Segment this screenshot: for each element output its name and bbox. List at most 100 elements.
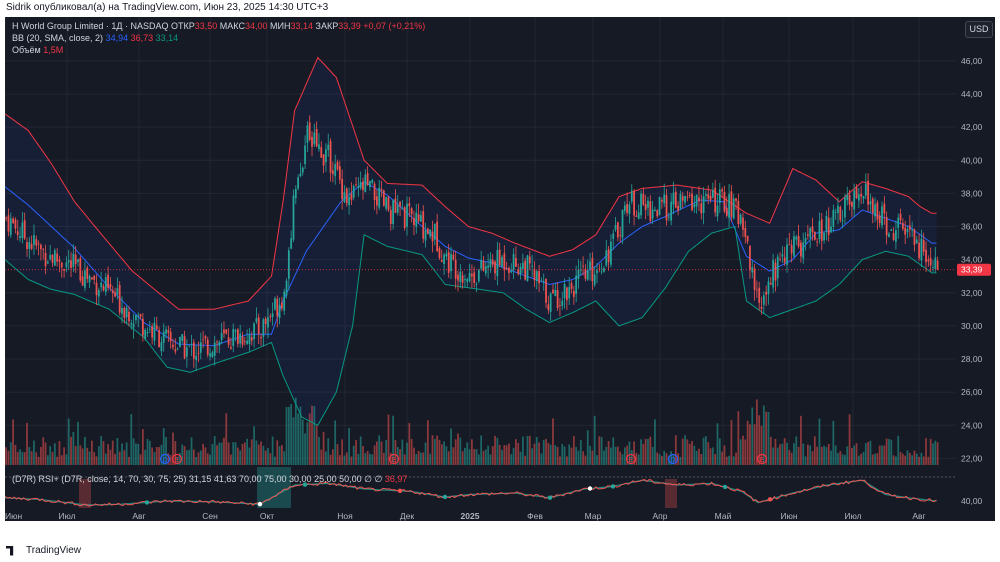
- candle-body: [633, 191, 635, 216]
- candle-body: [364, 174, 367, 193]
- candle-body: [806, 234, 809, 236]
- volume-bar: [846, 446, 849, 465]
- candle-body: [596, 270, 598, 274]
- candle-body: [732, 198, 735, 219]
- candle-body: [350, 193, 353, 200]
- candle-body: [848, 194, 851, 205]
- price-tick-label: 34,00: [961, 255, 983, 265]
- candle-body: [35, 239, 38, 246]
- volume-bar: [753, 424, 756, 465]
- currency-button[interactable]: USD: [965, 21, 993, 38]
- candle-body: [415, 212, 418, 227]
- candle-body: [283, 291, 286, 311]
- candle-body: [93, 275, 96, 280]
- candle-body: [480, 259, 483, 269]
- bollinger-bands: [5, 56, 937, 426]
- candle-body: [376, 196, 378, 206]
- rsi-legend[interactable]: (D7R) RSI+ (D7R, close, 14, 70, 30, 75, …: [12, 474, 407, 485]
- candle-body: [936, 260, 939, 270]
- volume-bar: [665, 453, 668, 465]
- candle-body: [102, 286, 105, 291]
- volume-legend[interactable]: Объём 1,5M: [12, 45, 63, 56]
- volume-bar: [121, 443, 123, 465]
- candle-body: [426, 228, 429, 234]
- volume-bar: [97, 446, 100, 465]
- volume-bar: [883, 445, 886, 465]
- volume-bar: [512, 447, 515, 465]
- volume-bar: [364, 453, 367, 465]
- rsi-signal-dot: [257, 501, 263, 507]
- volume-bar: [53, 443, 56, 465]
- volume-bar: [7, 450, 10, 465]
- volume-bar: [904, 455, 907, 465]
- candle-body: [322, 154, 325, 166]
- volume-bar: [359, 436, 362, 465]
- volume-bar: [582, 451, 584, 465]
- candle-body: [114, 292, 116, 297]
- candle-body: [16, 231, 19, 236]
- candle-body: [304, 145, 306, 165]
- chart-svg[interactable]: D E E E D E 46,00 44,00 42,00 40,00 38,00 36,00 34,…: [5, 17, 995, 521]
- candle-body: [911, 229, 914, 231]
- candle-body: [772, 260, 774, 288]
- candles: [5, 115, 955, 372]
- rsi-v2: 70,00: [238, 474, 262, 484]
- candle-body: [21, 222, 24, 239]
- candle-body: [586, 270, 589, 280]
- candle-body: [250, 337, 253, 341]
- volume-bar: [781, 443, 784, 465]
- tradingview-logo[interactable]: TradingView: [6, 545, 81, 556]
- candle-body: [769, 282, 772, 285]
- candle-body: [839, 207, 842, 221]
- volume-bar: [202, 443, 204, 465]
- event-marker-label: D: [670, 457, 675, 464]
- volume-bar: [515, 439, 517, 465]
- candle-body: [491, 260, 494, 265]
- candle-body: [352, 186, 355, 198]
- candle-body: [406, 203, 408, 227]
- rsi-v9: 36,97: [384, 474, 408, 484]
- candle-body: [257, 317, 260, 334]
- chart-panel[interactable]: D E E E D E 46,00 44,00 42,00 40,00 38,00 36,00 34,…: [5, 17, 995, 521]
- candle-body: [331, 170, 334, 175]
- candle-body: [389, 210, 392, 224]
- candle-body: [204, 336, 207, 339]
- volume-bar: [174, 441, 177, 465]
- candle-body: [410, 208, 413, 215]
- candle-body: [899, 213, 902, 221]
- volume-bar: [218, 442, 221, 465]
- time-tick-label: Июн: [5, 511, 22, 521]
- candle-body: [262, 319, 265, 337]
- candle-body: [343, 192, 346, 202]
- volume-bar: [693, 445, 696, 465]
- volume-bar: [542, 439, 545, 465]
- candle-body: [540, 280, 543, 282]
- volume-bar: [480, 435, 483, 465]
- event-marker: [756, 453, 768, 465]
- volume-bar: [413, 447, 415, 465]
- volume-bar: [888, 439, 890, 465]
- rsi-signal-dot: [722, 484, 728, 490]
- candle-body: [172, 344, 174, 348]
- candle-body: [5, 217, 8, 219]
- candle-body: [786, 244, 788, 265]
- volume-bar: [487, 445, 489, 465]
- volume-bar: [616, 446, 619, 465]
- volume-bar: [422, 452, 425, 465]
- candle-body: [211, 352, 214, 357]
- candle-body: [718, 189, 721, 204]
- bb-legend[interactable]: BB (20, SMA, close, 2) 34,94 36,73 33,14: [12, 33, 178, 44]
- candle-body: [292, 195, 295, 240]
- candle-body: [155, 325, 158, 330]
- candle-body: [371, 180, 374, 183]
- candle-body: [526, 255, 529, 281]
- candle-body: [934, 257, 937, 269]
- volume-bar: [878, 445, 881, 465]
- volume-bar: [445, 446, 448, 465]
- publisher-bar: Sidrik опубликовал(а) на TradingView.com…: [0, 0, 1000, 16]
- candle-body: [174, 349, 177, 352]
- candle-body: [830, 226, 832, 233]
- volume-bar: [160, 444, 163, 465]
- volume-bar: [389, 452, 392, 465]
- candle-body: [626, 203, 629, 213]
